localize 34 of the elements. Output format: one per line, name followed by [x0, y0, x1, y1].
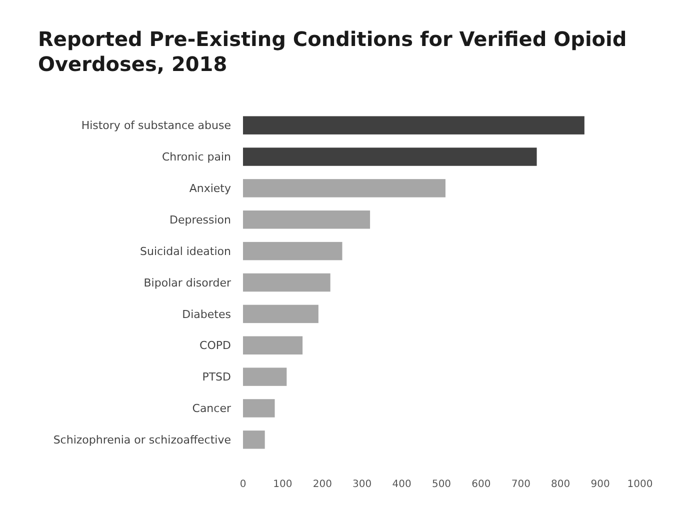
- y-tick-label: Chronic pain: [162, 150, 232, 164]
- bar: [243, 304, 318, 324]
- x-tick-label: 500: [432, 479, 452, 490]
- y-tick-label: Suicidal ideation: [140, 244, 232, 258]
- y-tick-label: History of substance abuse: [81, 119, 232, 132]
- bar: [243, 210, 370, 229]
- chart-title: Reported Pre-Existing Conditions for Verified Opioid Overdoses, 2018: [38, 27, 627, 76]
- x-tick-label: 900: [590, 479, 610, 490]
- x-tick-label: 600: [472, 479, 491, 490]
- x-tick-label: 700: [511, 479, 530, 490]
- y-tick-label: Depression: [170, 213, 232, 226]
- x-tick-label: 800: [551, 479, 570, 490]
- bar: [243, 368, 287, 386]
- bar: [243, 116, 584, 134]
- y-tick-label: COPD: [200, 339, 231, 352]
- x-tick-label: 400: [392, 479, 412, 490]
- bar: [243, 242, 342, 260]
- y-tick-label: Anxiety: [189, 182, 232, 196]
- y-tick-label: Bipolar disorder: [144, 276, 232, 290]
- y-tick-label: Cancer: [192, 402, 232, 416]
- x-tick-label: 0: [240, 479, 246, 490]
- x-tick-label: 300: [352, 479, 372, 490]
- bar: [243, 430, 265, 449]
- bar: [243, 399, 275, 418]
- x-tick-label: 1000: [627, 479, 653, 490]
- y-tick-label: Diabetes: [182, 308, 232, 321]
- bar: [243, 179, 446, 198]
- y-tick-label: Schizophrenia or schizoaffective: [53, 434, 232, 447]
- x-tick-label: 100: [273, 479, 292, 490]
- x-tick-label: 200: [312, 479, 332, 490]
- bar: [243, 148, 537, 166]
- bar: [243, 336, 303, 354]
- y-tick-label: PTSD: [202, 370, 231, 384]
- bar: [243, 273, 330, 292]
